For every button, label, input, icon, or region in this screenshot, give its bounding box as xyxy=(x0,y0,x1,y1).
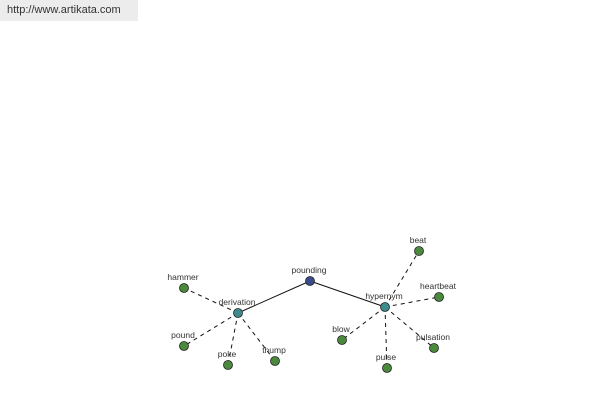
node-label: pulse xyxy=(376,352,397,362)
edge xyxy=(384,306,388,369)
node-label: hammer xyxy=(167,272,198,282)
node[interactable] xyxy=(434,292,444,302)
node[interactable] xyxy=(233,308,243,318)
node[interactable] xyxy=(305,276,315,286)
node-label: derivation xyxy=(219,297,256,307)
edge xyxy=(237,312,276,362)
node[interactable] xyxy=(337,335,347,345)
edge xyxy=(237,280,311,314)
site-url[interactable]: http://www.artikata.com xyxy=(7,4,121,16)
node-label: poke xyxy=(218,349,237,359)
edge xyxy=(384,306,435,349)
edge xyxy=(341,306,386,341)
edge xyxy=(183,312,239,347)
node[interactable] xyxy=(380,302,390,312)
node[interactable] xyxy=(223,360,233,370)
node[interactable] xyxy=(382,363,392,373)
node-label: blow xyxy=(332,324,350,334)
node-label: pound xyxy=(171,330,195,340)
node[interactable] xyxy=(179,283,189,293)
node[interactable] xyxy=(429,343,439,353)
edge xyxy=(227,312,239,366)
edge xyxy=(384,250,420,308)
header: http://www.artikata.com xyxy=(0,0,138,21)
node-label: thump xyxy=(262,345,286,355)
node[interactable] xyxy=(270,356,280,366)
node-label: heartbeat xyxy=(420,281,457,291)
node-label: pulsation xyxy=(416,332,450,342)
node-label: beat xyxy=(410,235,427,245)
node-label: hypernym xyxy=(365,291,402,301)
edge xyxy=(309,280,386,308)
node-label: pounding xyxy=(292,265,327,275)
edge xyxy=(384,296,440,308)
node[interactable] xyxy=(179,341,189,351)
node[interactable] xyxy=(414,246,424,256)
edge xyxy=(183,287,239,314)
